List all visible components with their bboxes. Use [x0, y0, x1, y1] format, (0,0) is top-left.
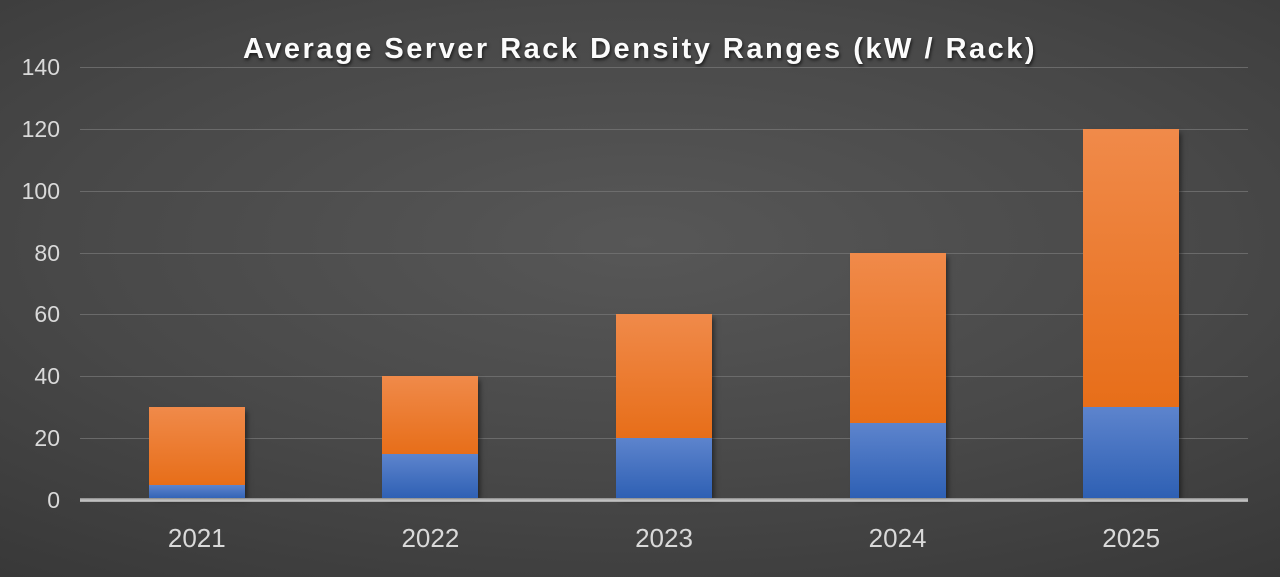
stacked-bar-2021 — [148, 407, 245, 500]
y-axis-tick-label: 80 — [34, 239, 60, 266]
gridline-80 — [80, 252, 1248, 254]
stacked-bar-2025 — [1083, 128, 1180, 500]
blue-segment — [1083, 407, 1180, 500]
orange-segment — [616, 314, 712, 439]
orange-segment — [148, 407, 245, 485]
orange-segment — [1083, 128, 1180, 408]
y-axis-tick-label: 60 — [34, 301, 60, 328]
y-axis-tick-label: 40 — [34, 363, 60, 390]
blue-segment — [382, 453, 479, 500]
y-axis-tick-label: 0 — [47, 487, 60, 513]
x-axis-category-label: 2021 — [167, 523, 226, 553]
x-axis-category-label: 2025 — [1102, 523, 1161, 553]
blue-segment — [616, 438, 712, 500]
y-axis-tick-label: 100 — [21, 177, 60, 204]
orange-segment — [382, 376, 479, 454]
gridline-100 — [80, 190, 1248, 192]
gridline-140 — [80, 67, 1248, 68]
y-axis-tick-label: 120 — [21, 115, 60, 142]
stacked-bar-2024 — [849, 252, 946, 500]
stacked-bar-2023 — [616, 314, 712, 500]
y-axis-tick-label: 140 — [21, 54, 60, 80]
x-axis-category-label: 2024 — [868, 523, 927, 553]
chart-title: Average Server Rack Density Ranges (kW /… — [242, 33, 1038, 65]
plot-area: 0 20 40 60 80 100 120 140 2021 2022 2023 2024 2025 — [22, 54, 1248, 553]
blue-segment — [148, 484, 245, 500]
x-axis-line — [80, 498, 1248, 502]
x-axis-category-label: 2023 — [635, 523, 693, 553]
y-axis-tick-label: 20 — [34, 425, 60, 452]
blue-segment — [849, 422, 946, 500]
gridline-120 — [80, 128, 1248, 130]
orange-segment — [849, 252, 946, 423]
stacked-bar-2022 — [382, 376, 479, 500]
x-axis-category-label: 2022 — [401, 523, 460, 553]
